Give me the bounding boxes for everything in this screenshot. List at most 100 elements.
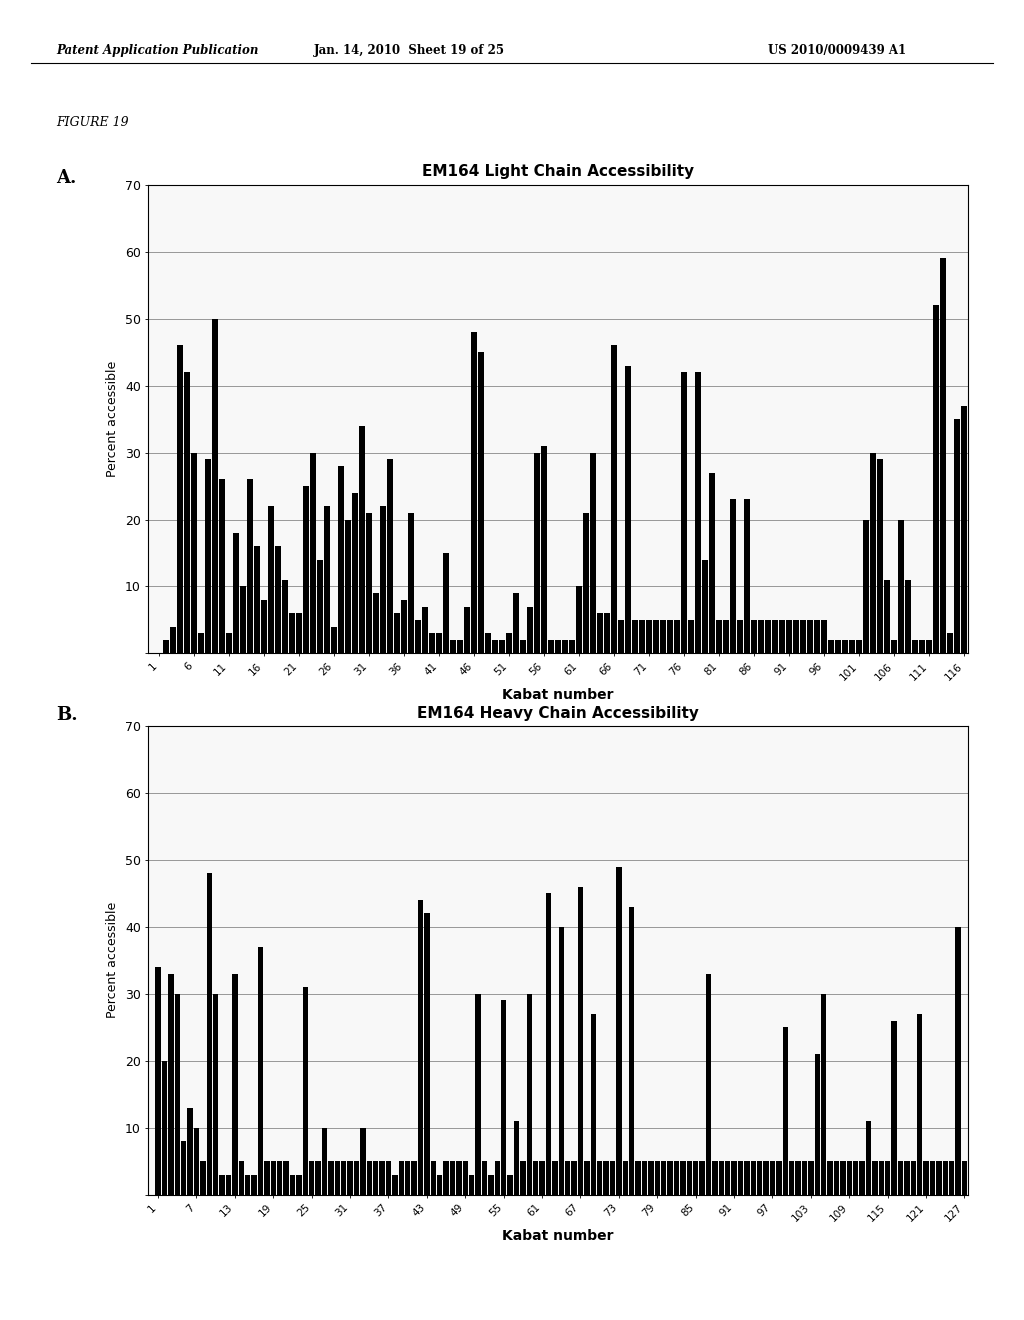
Bar [290, 1175, 295, 1195]
Bar [366, 512, 372, 653]
Bar [834, 1162, 840, 1195]
Bar [258, 946, 263, 1195]
Bar [947, 634, 953, 653]
Bar [786, 620, 793, 653]
Bar [514, 1121, 519, 1195]
Bar [499, 640, 505, 653]
Bar [501, 1001, 507, 1195]
Bar [463, 1162, 468, 1195]
Bar [191, 453, 197, 653]
Bar [315, 1162, 321, 1195]
Bar [422, 607, 428, 653]
Bar [268, 506, 274, 653]
Bar [618, 620, 624, 653]
Bar [814, 1053, 820, 1195]
Bar [639, 620, 645, 653]
Bar [478, 352, 484, 653]
Bar [597, 1162, 602, 1195]
Bar [949, 1162, 954, 1195]
Bar [942, 1162, 948, 1195]
Bar [398, 1162, 404, 1195]
Bar [878, 459, 883, 653]
Y-axis label: Percent accessible: Percent accessible [106, 902, 119, 1019]
Text: B.: B. [56, 706, 78, 725]
Bar [840, 1162, 846, 1195]
Bar [693, 1162, 698, 1195]
Bar [872, 1162, 878, 1195]
Bar [264, 1162, 269, 1195]
Bar [629, 907, 635, 1195]
Bar [261, 599, 267, 653]
Bar [535, 453, 540, 653]
Bar [488, 1175, 494, 1195]
Bar [276, 1162, 283, 1195]
Bar [540, 1162, 545, 1195]
Bar [924, 1162, 929, 1195]
Bar [856, 640, 862, 653]
Bar [885, 1162, 891, 1195]
Bar [904, 1162, 909, 1195]
Bar [324, 506, 330, 653]
Bar [788, 1162, 795, 1195]
Bar [469, 1175, 474, 1195]
Bar [174, 994, 180, 1195]
Bar [392, 1175, 397, 1195]
Bar [849, 640, 855, 653]
Bar [219, 479, 225, 653]
Bar [933, 305, 939, 653]
Bar [814, 620, 820, 653]
Bar [200, 1162, 206, 1195]
Bar [380, 506, 386, 653]
Bar [387, 459, 393, 653]
Bar [632, 620, 638, 653]
Bar [648, 1162, 653, 1195]
Bar [584, 1162, 590, 1195]
Bar [730, 499, 736, 653]
Bar [723, 620, 729, 653]
Bar [660, 1162, 667, 1195]
Bar [436, 634, 442, 653]
Bar [603, 1162, 609, 1195]
Bar [712, 1162, 718, 1195]
Bar [891, 1020, 897, 1195]
Bar [842, 640, 848, 653]
Bar [506, 634, 512, 653]
Title: EM164 Heavy Chain Accessibility: EM164 Heavy Chain Accessibility [417, 706, 699, 721]
Bar [156, 968, 161, 1195]
Bar [653, 620, 659, 653]
Bar [495, 1162, 500, 1195]
Bar [527, 607, 534, 653]
Bar [302, 987, 308, 1195]
Bar [667, 620, 673, 653]
Bar [808, 1162, 814, 1195]
Bar [635, 1162, 641, 1195]
Bar [879, 1162, 884, 1195]
Bar [558, 927, 564, 1195]
Bar [532, 1162, 539, 1195]
Bar [565, 1162, 570, 1195]
Bar [597, 614, 603, 653]
Bar [686, 1162, 692, 1195]
Bar [481, 1162, 487, 1195]
Bar [353, 1162, 359, 1195]
Bar [710, 473, 715, 653]
Bar [796, 1162, 801, 1195]
Bar [828, 640, 835, 653]
Bar [247, 479, 253, 653]
Bar [719, 1162, 724, 1195]
Bar [328, 1162, 334, 1195]
Bar [379, 1162, 385, 1195]
Bar [954, 418, 961, 653]
Bar [513, 593, 519, 653]
Bar [910, 1162, 916, 1195]
Bar [251, 1175, 257, 1195]
Bar [367, 1162, 372, 1195]
Text: US 2010/0009439 A1: US 2010/0009439 A1 [768, 44, 906, 57]
Bar [604, 614, 610, 653]
Bar [430, 1162, 436, 1195]
Bar [779, 620, 785, 653]
Bar [737, 620, 743, 653]
Bar [457, 640, 463, 653]
Bar [827, 1162, 833, 1195]
Bar [317, 560, 323, 653]
